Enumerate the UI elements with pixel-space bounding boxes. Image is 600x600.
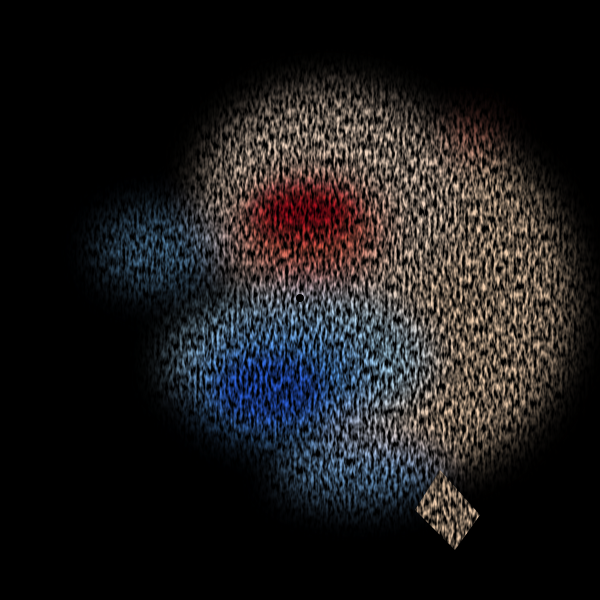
inbound-south-region [280,440,440,500]
echo-field [100,90,570,550]
radar-site-marker [296,294,304,302]
inbound-west-region [100,210,220,290]
outbound-ne-region [445,122,495,158]
inbound-strong-core [215,355,325,425]
outbound-strong-core [255,188,355,236]
near-zero-band-south [415,470,480,550]
